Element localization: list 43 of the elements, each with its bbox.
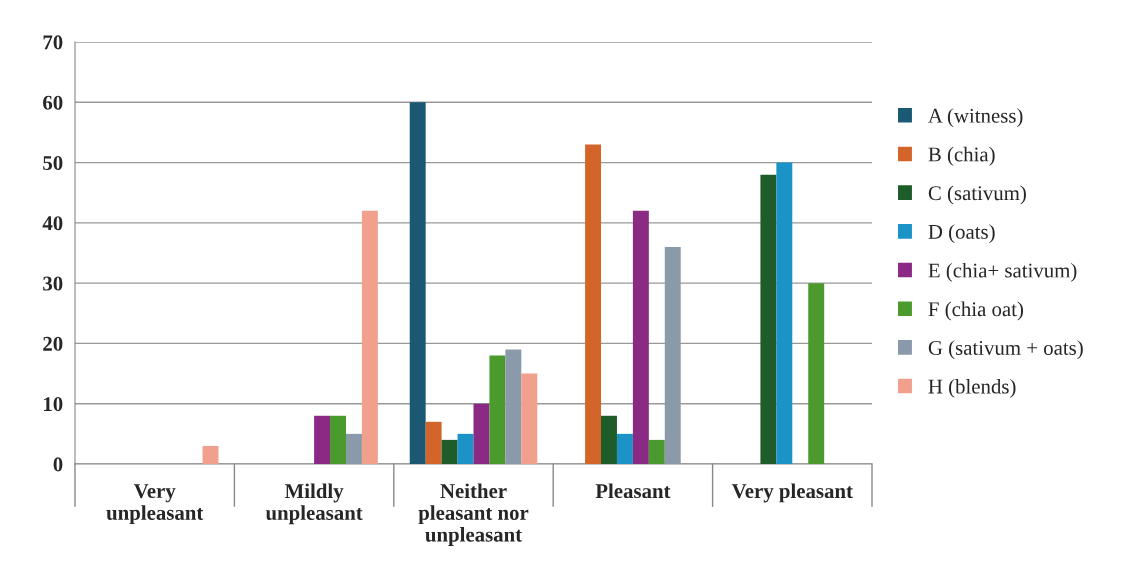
x-tick-label: Very pleasant: [731, 483, 853, 503]
bar: [505, 349, 522, 464]
y-tick-label: 50: [43, 155, 63, 170]
bar: [330, 415, 346, 464]
y-tick-label: 0: [53, 457, 63, 472]
legend-label: B (chia): [928, 146, 995, 166]
bar: [760, 174, 777, 464]
bar: [632, 210, 649, 464]
legend-label: F (chia oat): [928, 301, 1023, 321]
bar: [361, 210, 378, 464]
x-tick-label: Neither pleasant nor unpleasant: [418, 483, 529, 546]
y-tick-label: 60: [43, 95, 63, 110]
bar: [314, 415, 331, 464]
bar: [808, 283, 825, 464]
y-tick-label: 30: [43, 276, 63, 291]
legend-label: E (chia+ sativum): [928, 262, 1077, 282]
legend-label: H (blends): [928, 378, 1016, 398]
bar: [473, 403, 490, 464]
y-tick-label: 70: [43, 35, 63, 50]
bar: [648, 439, 665, 464]
x-tick-label: Mildly unpleasant: [265, 483, 363, 525]
legend-label: G (sativum + oats): [928, 340, 1083, 360]
y-tick-label: 40: [42, 216, 63, 231]
bar: [409, 102, 426, 464]
bar: [425, 421, 442, 464]
bar: [664, 246, 681, 464]
bar: [345, 433, 362, 464]
bar: [585, 144, 602, 464]
bar: [457, 433, 474, 464]
y-tick-label: 20: [43, 336, 63, 351]
bar: [521, 373, 538, 464]
legend-label: D (oats): [928, 224, 995, 244]
bar: [202, 445, 219, 464]
bar: [489, 355, 506, 464]
bar: [441, 439, 458, 464]
x-tick-label: Pleasant: [595, 483, 671, 499]
legend-label: A (witness): [928, 108, 1023, 128]
y-tick-label: 10: [44, 397, 63, 412]
bar: [601, 415, 617, 464]
legend-label: C (sativum): [928, 185, 1026, 205]
x-tick-label: Very unpleasant: [106, 484, 204, 525]
bar: [616, 433, 633, 464]
bar: [776, 162, 793, 464]
